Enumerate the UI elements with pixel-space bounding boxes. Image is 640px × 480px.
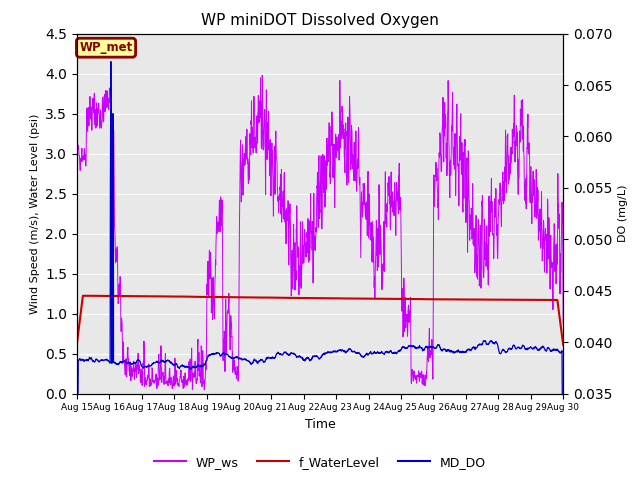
Legend: WP_ws, f_WaterLevel, MD_DO: WP_ws, f_WaterLevel, MD_DO bbox=[149, 451, 491, 474]
Y-axis label: DO (mg/L): DO (mg/L) bbox=[618, 185, 628, 242]
Text: WP_met: WP_met bbox=[79, 41, 132, 54]
X-axis label: Time: Time bbox=[305, 418, 335, 431]
Y-axis label: Wind Speed (m/s), Water Level (psi): Wind Speed (m/s), Water Level (psi) bbox=[29, 113, 40, 314]
Title: WP miniDOT Dissolved Oxygen: WP miniDOT Dissolved Oxygen bbox=[201, 13, 439, 28]
